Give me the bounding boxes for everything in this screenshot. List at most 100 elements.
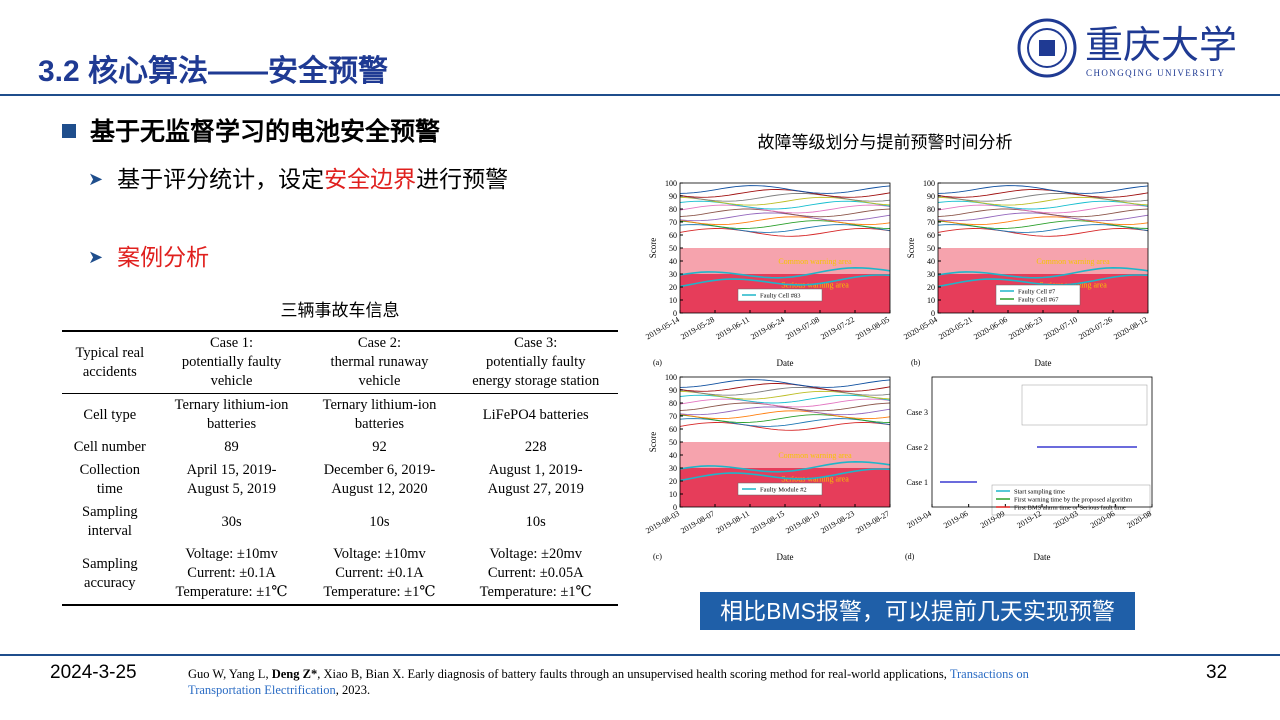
y-tick-label: 20 <box>669 283 677 292</box>
y-tick-label: 90 <box>669 386 677 395</box>
x-tick-label: 2020-05-21 <box>937 315 974 341</box>
trace <box>679 192 891 202</box>
row: Collection time April 15, 2019- August 5,… <box>62 459 618 501</box>
cell: 30s <box>221 513 242 530</box>
y-tick-label: 40 <box>669 451 677 460</box>
x-label: Date <box>777 358 794 368</box>
y-tick-label: 100 <box>665 373 677 382</box>
trace <box>679 196 891 206</box>
figure-title: 故障等级划分与提前预警时间分析 <box>758 133 1013 152</box>
header-row: Typical real accidents Case 1: potentiall… <box>62 330 618 394</box>
legend-box <box>737 288 823 302</box>
y-tick-label: 60 <box>669 231 677 240</box>
header-cell: Case 1: potentially faulty vehicle <box>157 330 306 394</box>
date: 2024-3-25 <box>50 662 137 683</box>
trace <box>679 398 891 408</box>
cell: Voltage: ±10mv Current: ±0.1A Temperatur… <box>157 543 306 606</box>
panel-label: (d) <box>905 552 915 561</box>
trace <box>937 200 1149 210</box>
y-tick-label: 0 <box>673 309 677 318</box>
trace <box>679 200 891 210</box>
trace <box>937 189 1149 198</box>
x-tick-label: 2019-08-07 <box>679 509 716 535</box>
case-label: Case 3 <box>906 408 928 417</box>
panel-label: (b) <box>911 358 921 367</box>
bullet-text: 基于无监督学习的电池安全预警 <box>90 118 441 146</box>
legend-label: Faulty Module #2 <box>760 487 807 494</box>
cell: Ternary lithium-ion batteries <box>322 397 437 432</box>
trace <box>679 402 891 412</box>
table: Typical real accidents Case 1: potentiall… <box>62 330 618 606</box>
trace <box>679 379 891 388</box>
cell: August 1, 2019- August 27, 2019 <box>487 462 584 497</box>
x-tick-label: 2019-08-05 <box>854 315 891 341</box>
x-tick-label: 2020-06-06 <box>972 315 1009 341</box>
header-cell: Typical real accidents <box>62 330 158 394</box>
trace <box>937 266 1149 279</box>
x-tick-label: 2019-08-15 <box>749 509 786 535</box>
cite-bold: Deng Z* <box>271 667 318 681</box>
page-number: 32 <box>1206 662 1228 683</box>
trace <box>679 266 891 279</box>
cell: 92 <box>372 439 387 455</box>
band-common <box>680 248 890 274</box>
trace <box>679 274 891 288</box>
trace <box>937 220 1149 229</box>
y-tick-label: 100 <box>923 179 935 188</box>
band-label: Common warning area <box>1036 257 1110 266</box>
x-tick-label: 2019-07-22 <box>819 315 856 341</box>
cite-text: Guo W, Yang L, <box>188 667 272 681</box>
x-tick-label: 2019-08-23 <box>819 509 856 535</box>
legend-label: First BMS alarm time or Serious fault ti… <box>1014 505 1126 512</box>
y-tick-label: 30 <box>669 464 677 473</box>
trace <box>679 204 891 214</box>
trace <box>937 185 1149 194</box>
y-tick-label: 80 <box>669 205 677 214</box>
y-tick-label: 70 <box>669 412 677 421</box>
callout: 相比BMS报警，可以提前几天实现预警 <box>700 592 1135 630</box>
x-tick-label: 2020-08-12 <box>1112 315 1149 341</box>
y-label: Score <box>906 238 916 259</box>
trace <box>679 208 891 218</box>
text: 进行预警 <box>416 166 509 192</box>
bullet: 基于无监督学习的电池安全预警 <box>62 112 440 148</box>
x-tick-label: 2020-07-26 <box>1077 315 1114 341</box>
x-tick-label: 2020-06-23 <box>1007 315 1044 341</box>
band-label: Common warning area <box>778 451 852 460</box>
cell: Cell type <box>83 406 137 423</box>
sub-bullet: ➤ 案例分析 <box>88 244 210 270</box>
y-tick-label: 90 <box>669 192 677 201</box>
header-cell: Case 3: potentially faulty energy storag… <box>453 330 618 394</box>
row: Cell number 89 92 228 <box>62 436 618 459</box>
trace <box>937 274 1149 288</box>
x-tick-label: 2019-04 <box>905 509 933 530</box>
y-tick-label: 80 <box>669 399 677 408</box>
trace <box>937 212 1149 222</box>
header-cell: Case 2: thermal runaway vehicle <box>305 330 454 394</box>
trace <box>679 390 891 400</box>
case-label: Case 1 <box>906 478 928 487</box>
y-tick-label: 10 <box>669 490 677 499</box>
trace <box>679 212 891 222</box>
x-tick-label: 2019-08-11 <box>714 509 751 535</box>
legend-box <box>737 482 823 496</box>
y-tick-label: 50 <box>927 244 935 253</box>
trace <box>679 394 891 404</box>
cell: 89 <box>224 439 239 455</box>
logo-cn: 重庆大学 <box>1085 23 1237 67</box>
row: Cell type Ternary lithium-ion batteries Te… <box>62 394 618 437</box>
panel: Common warning area Serious warning area 0… <box>644 179 891 368</box>
cell: 10s <box>369 513 390 530</box>
y-tick-label: 100 <box>665 179 677 188</box>
band-label: Common warning area <box>778 257 852 266</box>
trace <box>679 216 891 226</box>
trace <box>937 216 1149 226</box>
y-tick-label: 90 <box>927 192 935 201</box>
band-label: Serious warning area <box>781 474 849 483</box>
x-tick-label: 2019-08-27 <box>854 509 891 535</box>
text: 案例分析 <box>117 244 210 270</box>
y-tick-label: 20 <box>669 477 677 486</box>
x-label: Date <box>1034 552 1051 562</box>
cell: Sampling interval <box>82 504 138 539</box>
